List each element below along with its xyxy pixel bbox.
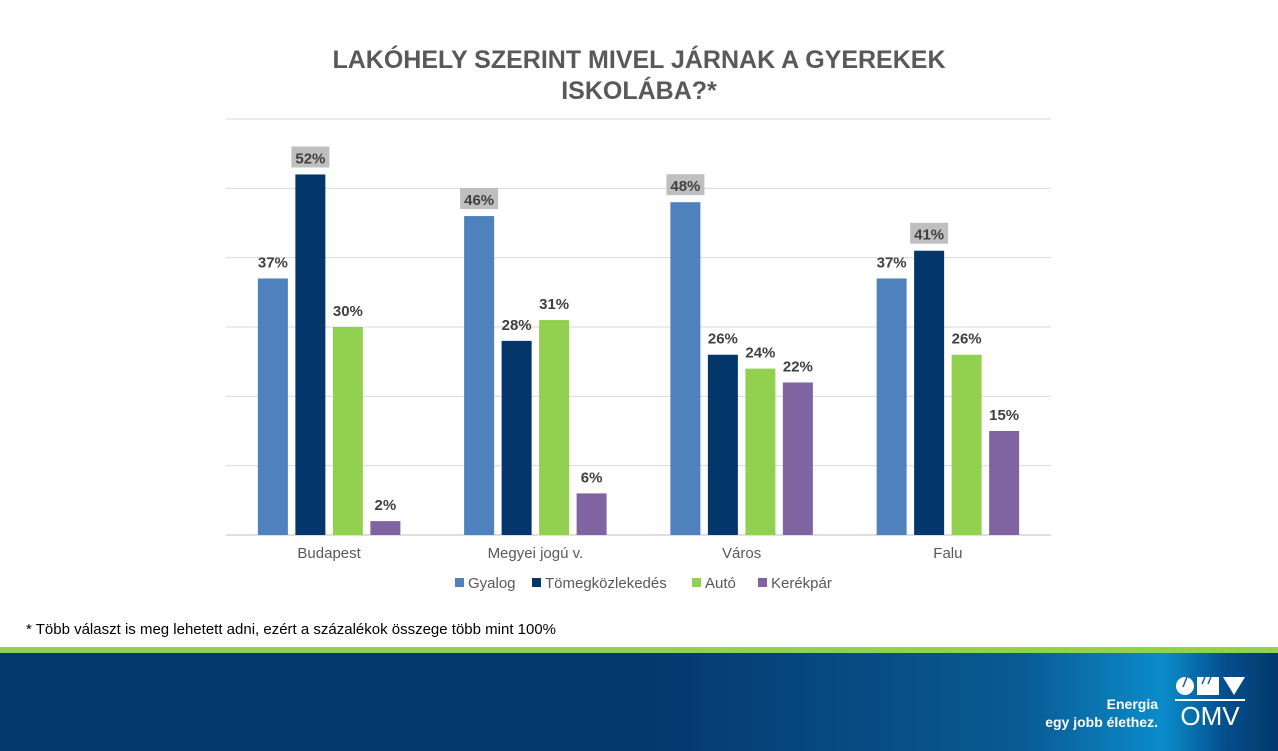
bar-tömegközlekedés xyxy=(295,174,326,535)
legend-label: Kerékpár xyxy=(771,575,832,592)
data-label: 26% xyxy=(708,331,738,348)
slogan-line-1: Energia xyxy=(1106,696,1158,712)
data-label: 24% xyxy=(745,345,775,362)
bar-autó xyxy=(539,320,570,535)
x-tick-label: Megyei jogú v. xyxy=(488,545,584,562)
data-label: 37% xyxy=(877,254,907,271)
bar-kerékpár xyxy=(782,382,813,535)
data-label: 2% xyxy=(375,497,397,514)
bar-tömegközlekedés xyxy=(501,340,532,535)
data-label: 41% xyxy=(914,227,944,244)
data-label: 30% xyxy=(333,303,363,320)
bar-kerékpár xyxy=(370,521,401,535)
slogan-line-2: egy jobb élethez. xyxy=(1045,714,1158,730)
legend-swatch xyxy=(758,578,767,587)
bar-kerékpár xyxy=(576,493,607,535)
data-label: 52% xyxy=(295,150,325,167)
footer-banner: Energia egy jobb élethez. OMV xyxy=(0,653,1278,751)
data-label: 46% xyxy=(464,192,494,209)
slogan: Energia egy jobb élethez. xyxy=(1045,695,1158,731)
omv-logo: OMV xyxy=(1175,676,1245,731)
bar-autó xyxy=(951,354,982,535)
bar-gyalog xyxy=(464,216,495,536)
chart-title: LAKÓHELY SZERINT MIVEL JÁRNAK A GYEREKEK… xyxy=(0,45,1278,107)
x-tick-label: Falu xyxy=(933,545,962,562)
bar-gyalog xyxy=(670,202,701,535)
data-label: 15% xyxy=(989,407,1019,424)
title-line-2: ISKOLÁBA?* xyxy=(561,77,717,105)
data-label: 28% xyxy=(502,317,532,334)
bar-autó xyxy=(745,368,776,535)
label-highlight xyxy=(666,174,705,196)
legend-swatch xyxy=(455,578,464,587)
legend-label: Tömegközlekedés xyxy=(545,575,667,592)
label-highlight xyxy=(460,188,499,210)
legend-swatch xyxy=(532,578,541,587)
data-label: 6% xyxy=(581,469,603,486)
legend-label: Autó xyxy=(705,575,736,592)
bar-tömegközlekedés xyxy=(914,250,945,535)
green-divider xyxy=(0,647,1278,653)
title-line-1: LAKÓHELY SZERINT MIVEL JÁRNAK A GYEREKEK xyxy=(332,46,946,74)
data-label: 31% xyxy=(539,296,569,313)
data-label: 37% xyxy=(258,254,288,271)
label-highlight xyxy=(291,146,330,168)
data-label: 22% xyxy=(783,358,813,375)
logo-text: OMV xyxy=(1180,701,1240,731)
x-tick-label: Budapest xyxy=(297,545,361,562)
data-label: 26% xyxy=(952,331,982,348)
bar-gyalog xyxy=(876,278,907,535)
data-label: 48% xyxy=(670,178,700,195)
bar-kerékpár xyxy=(989,431,1020,535)
bar-tömegközlekedés xyxy=(707,354,738,535)
footnote: * Több választ is meg lehetett adni, ezé… xyxy=(26,621,557,638)
x-tick-label: Város xyxy=(722,545,761,562)
bar-chart: 37% 52% 30% 2% Budapest 46% 28% 31% 6% Megyei jog… xyxy=(226,118,1051,592)
bar-gyalog xyxy=(257,278,288,535)
legend-swatch xyxy=(692,578,701,587)
bar-autó xyxy=(332,327,363,535)
label-highlight xyxy=(910,222,949,244)
legend-label: Gyalog xyxy=(468,575,516,592)
